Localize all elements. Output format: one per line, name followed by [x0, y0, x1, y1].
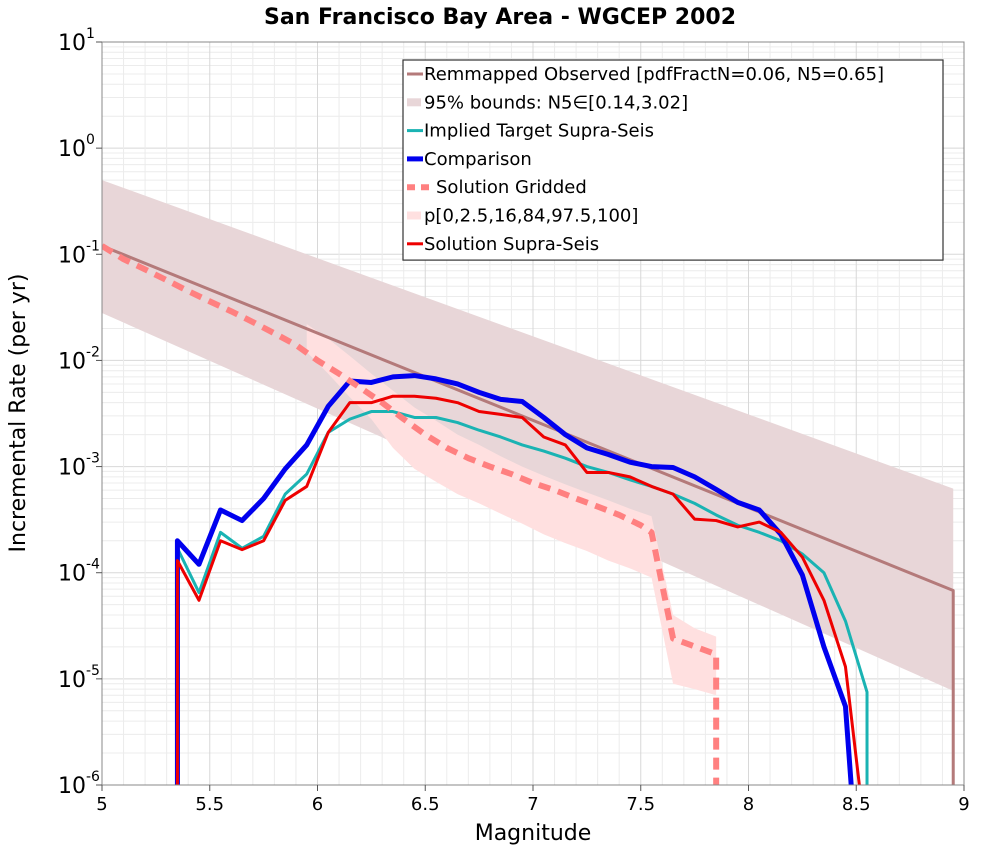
y-tick-label: 10-3: [58, 451, 100, 481]
x-tick-label: 6: [312, 794, 323, 815]
x-tick-label: 5.5: [195, 794, 224, 815]
y-tick-label: 10-6: [58, 769, 100, 799]
legend-swatch: [407, 98, 421, 107]
series-line: [174, 373, 854, 785]
series-line: [175, 410, 869, 785]
y-axis-label: Incremental Rate (per yr): [6, 274, 31, 553]
legend-box: [402, 59, 944, 261]
y-tick-label: 10-4: [58, 557, 100, 587]
legend-label: Remmapped Observed [pdfFractN=0.06, N5=0…: [424, 64, 884, 85]
y-axis: 10-6 10-5 10-4 10-3 10-2 10-1 100 101: [58, 26, 102, 799]
x-tick-label: 5: [96, 794, 107, 815]
legend-label: 95% bounds: N5∈[0.14,3.02]: [424, 92, 688, 113]
legend-label: p[0,2.5,16,84,97.5,100]: [424, 206, 638, 227]
y-tick-label: 10-2: [58, 344, 100, 374]
x-axis-label: Magnitude: [475, 821, 592, 846]
legend-label: Comparison: [424, 149, 532, 170]
y-tick-label: 100: [58, 132, 95, 162]
x-tick-label: 8: [743, 794, 754, 815]
series-line: [102, 244, 955, 785]
legend-label: Implied Target Supra-Seis: [424, 121, 654, 142]
x-tick-label: 7.5: [626, 794, 655, 815]
legend: Remmapped Observed [pdfFractN=0.06, N5=0…: [402, 59, 944, 261]
x-tick-label: 8.5: [842, 794, 871, 815]
chart-title: San Francisco Bay Area - WGCEP 2002: [264, 5, 736, 30]
x-tick-label: 9: [958, 794, 969, 815]
legend-swatch: [407, 211, 421, 220]
series-lines: [102, 243, 955, 785]
legend-label: Solution Gridded: [436, 177, 587, 198]
x-tick-label: 7: [527, 794, 538, 815]
band-area: [102, 180, 954, 691]
y-tick-label: 101: [58, 26, 95, 56]
x-tick-label: 6.5: [411, 794, 440, 815]
y-tick-label: 10-5: [58, 663, 100, 693]
legend-label: Solution Supra-Seis: [424, 234, 599, 255]
series-line: [102, 243, 720, 785]
series-line: [175, 394, 861, 785]
y-tick-label: 10-1: [58, 238, 100, 268]
x-axis: 5 5.5 6 6.5 7 7.5 8 8.5 9: [96, 785, 970, 815]
